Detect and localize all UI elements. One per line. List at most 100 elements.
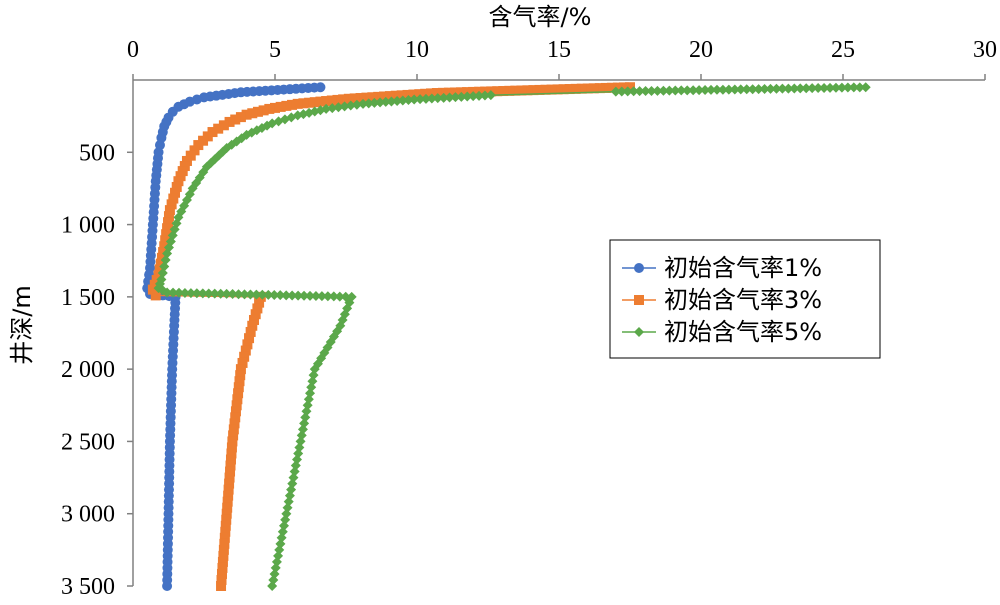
data-point bbox=[216, 581, 227, 591]
data-point bbox=[189, 145, 200, 156]
y-tick-label: 1 500 bbox=[61, 285, 115, 311]
data-point bbox=[408, 89, 419, 100]
data-point bbox=[462, 91, 473, 102]
data-point bbox=[706, 84, 717, 95]
data-point bbox=[450, 92, 461, 103]
data-point bbox=[333, 102, 344, 113]
data-point bbox=[564, 84, 575, 95]
data-point bbox=[420, 93, 431, 104]
legend-item: 初始含气率1% bbox=[622, 254, 822, 282]
data-point bbox=[247, 108, 258, 119]
data-point bbox=[254, 297, 265, 308]
data-point bbox=[222, 502, 233, 513]
data-point bbox=[239, 289, 250, 300]
data-point bbox=[355, 93, 366, 104]
data-point bbox=[640, 86, 651, 97]
data-point bbox=[245, 326, 256, 337]
data-point bbox=[479, 90, 490, 101]
data-point bbox=[270, 102, 280, 113]
data-point bbox=[369, 97, 380, 108]
data-point bbox=[327, 103, 338, 114]
legend-label: 初始含气率5% bbox=[664, 318, 822, 346]
data-point bbox=[688, 85, 699, 96]
data-point bbox=[185, 288, 196, 299]
data-point bbox=[229, 418, 240, 429]
data-point bbox=[397, 95, 408, 106]
legend-label: 初始含气率1% bbox=[664, 254, 822, 282]
data-point bbox=[326, 95, 337, 106]
data-point bbox=[164, 205, 175, 216]
data-point bbox=[682, 85, 693, 96]
data-point bbox=[223, 490, 234, 501]
data-point bbox=[161, 229, 172, 240]
data-point bbox=[625, 82, 635, 93]
data-point bbox=[367, 92, 378, 103]
data-point bbox=[225, 454, 236, 465]
data-point bbox=[173, 287, 184, 298]
data-point bbox=[558, 84, 569, 95]
data-point bbox=[664, 85, 675, 96]
data-point bbox=[191, 288, 202, 299]
data-point bbox=[492, 86, 503, 97]
data-point bbox=[237, 357, 248, 368]
data-point bbox=[349, 93, 360, 104]
data-point bbox=[622, 86, 633, 97]
data-point bbox=[711, 84, 722, 95]
data-point bbox=[386, 96, 397, 107]
legend-item: 初始含气率3% bbox=[622, 286, 822, 314]
data-point bbox=[409, 94, 420, 105]
data-point bbox=[220, 520, 231, 531]
data-point bbox=[235, 370, 246, 381]
data-point bbox=[197, 288, 208, 299]
data-point bbox=[166, 199, 177, 210]
data-point bbox=[741, 84, 752, 95]
data-point bbox=[287, 290, 298, 301]
data-point bbox=[345, 100, 356, 111]
data-point bbox=[299, 290, 310, 301]
data-point bbox=[842, 82, 853, 93]
series-2 bbox=[147, 82, 635, 591]
data-point bbox=[528, 85, 539, 96]
data-point bbox=[159, 261, 170, 272]
data-point bbox=[552, 84, 563, 95]
data-point bbox=[373, 91, 384, 102]
data-point bbox=[402, 89, 413, 100]
data-point bbox=[628, 86, 639, 97]
data-point bbox=[363, 98, 374, 109]
data-point bbox=[162, 581, 173, 591]
data-point bbox=[217, 562, 228, 573]
data-point bbox=[670, 85, 681, 96]
data-point bbox=[258, 105, 269, 116]
data-point bbox=[177, 166, 188, 177]
data-point bbox=[390, 90, 401, 101]
data-point bbox=[807, 83, 818, 94]
data-point bbox=[173, 176, 184, 187]
data-point bbox=[854, 82, 865, 93]
data-point bbox=[251, 289, 262, 300]
data-point bbox=[380, 96, 391, 107]
data-point bbox=[221, 508, 232, 519]
data-point bbox=[287, 99, 298, 110]
data-point bbox=[264, 103, 275, 114]
data-point bbox=[351, 99, 362, 110]
data-point bbox=[321, 96, 332, 107]
data-point bbox=[616, 86, 627, 97]
data-point bbox=[218, 120, 229, 131]
legend-box bbox=[609, 239, 881, 359]
data-point bbox=[170, 187, 181, 198]
data-point bbox=[576, 83, 587, 94]
data-point bbox=[215, 288, 226, 299]
data-point bbox=[618, 82, 629, 93]
data-point bbox=[163, 217, 174, 228]
legend: 初始含气率1% 初始含气率3% 初始含气率5% bbox=[609, 239, 881, 359]
data-point bbox=[468, 91, 479, 102]
data-point bbox=[203, 288, 214, 299]
data-point bbox=[310, 291, 321, 302]
data-point bbox=[777, 83, 788, 94]
legend-marker bbox=[634, 295, 644, 305]
data-point bbox=[235, 112, 246, 123]
data-point bbox=[546, 84, 557, 95]
data-point bbox=[281, 290, 292, 301]
data-point bbox=[819, 82, 830, 93]
data-point bbox=[432, 93, 443, 104]
